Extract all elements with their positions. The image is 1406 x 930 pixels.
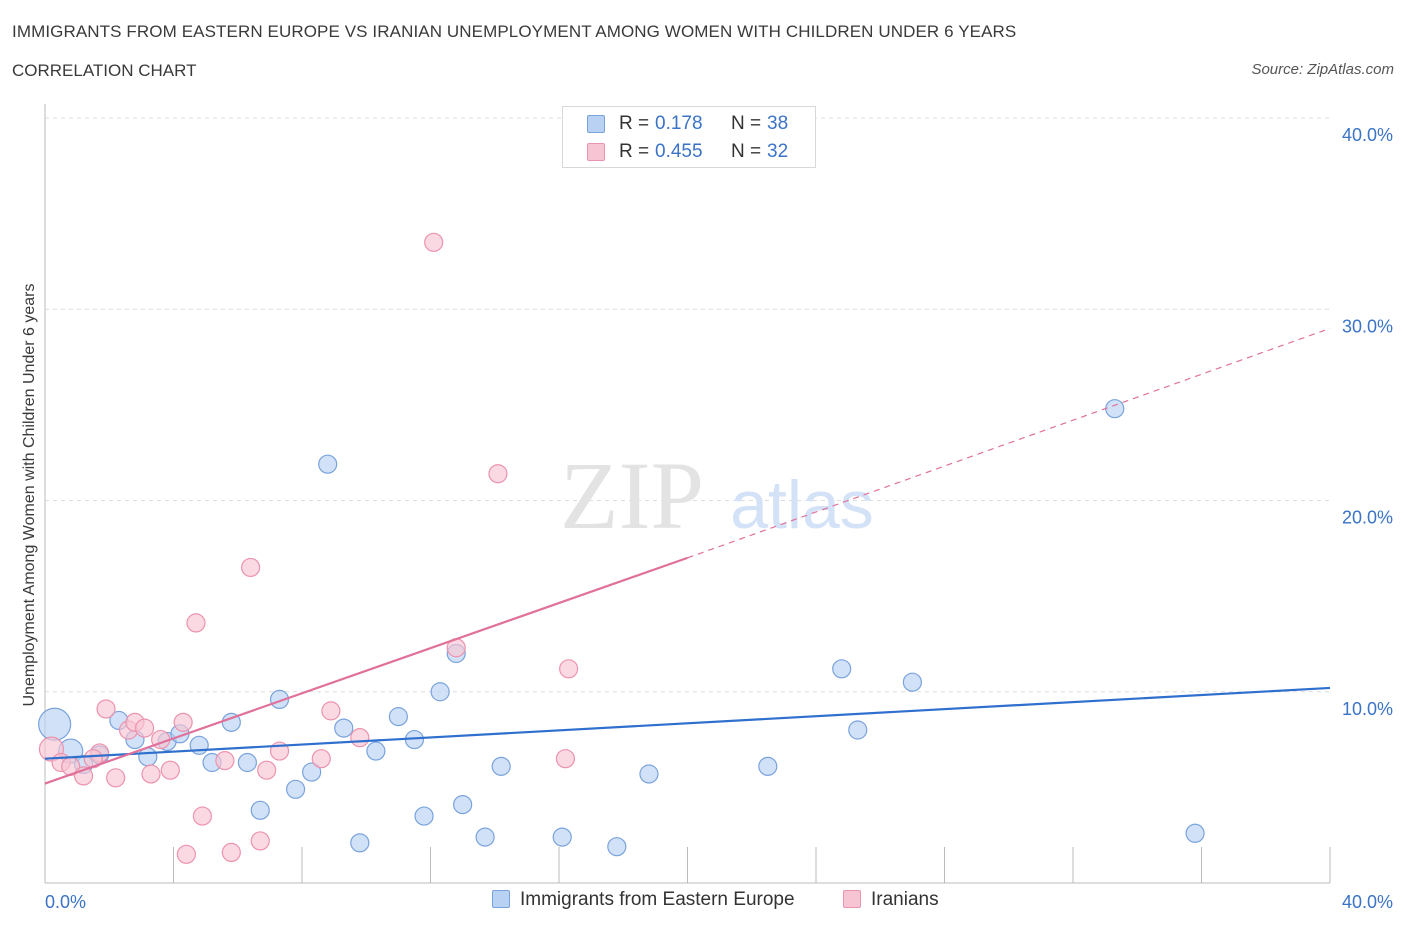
blue-point-19 <box>350 833 370 853</box>
blue-point-28 <box>491 756 511 776</box>
y-tick-label-2: 30.0% <box>1342 316 1393 336</box>
legend-swatch-pink <box>587 143 605 161</box>
legend-swatch-blue <box>587 115 605 133</box>
blue-point-23 <box>414 806 434 826</box>
pink-point-28 <box>488 464 508 484</box>
pink-point-15 <box>192 806 213 826</box>
pink-point-14 <box>186 613 206 633</box>
legend-label: Immigrants from Eastern Europe <box>520 889 795 910</box>
pink-point-10 <box>141 764 161 784</box>
legend-swatch-blue <box>492 890 510 908</box>
blue-point-24 <box>430 682 450 702</box>
chart-title: IMMIGRANTS FROM EASTERN EUROPE VS IRANIA… <box>12 22 1017 41</box>
y-tick-label-3: 40.0% <box>1342 125 1393 145</box>
watermark: ZIP atlas <box>560 442 874 549</box>
pink-point-13 <box>173 712 193 732</box>
blue-point-15 <box>285 779 306 799</box>
blue-point-0 <box>38 707 72 741</box>
grid-lines <box>45 117 1330 693</box>
watermark-zip: ZIP <box>560 442 704 549</box>
blue-point-13 <box>250 800 270 820</box>
x-tick-label-max: 40.0% <box>1342 892 1393 912</box>
pink-point-21 <box>257 760 277 780</box>
source-credit: Source: ZipAtlas.com <box>1251 61 1394 78</box>
y-tick-label-0: 10.0% <box>1342 699 1393 719</box>
blue-point-33 <box>832 659 852 679</box>
trend-line-iranians <box>44 556 688 785</box>
stats-row-eastern-europe: R = 0.178 N = 38 <box>563 111 815 137</box>
blue-point-12 <box>237 752 257 773</box>
y-tick-label-1: 20.0% <box>1342 508 1393 528</box>
trend-line-eastern-europe <box>44 686 1331 760</box>
watermark-atlas: atlas <box>730 467 874 543</box>
trend-lines <box>44 327 1331 785</box>
series-iranians-points <box>38 232 579 864</box>
r-value: 0.178 <box>655 113 703 134</box>
blue-point-36 <box>1105 399 1125 419</box>
n-label: N = <box>731 113 762 134</box>
legend-item-eastern-europe[interactable]: Immigrants from Eastern Europe <box>492 889 795 911</box>
chart-subtitle: CORRELATION CHART <box>12 61 197 80</box>
r-label: R = <box>619 113 650 134</box>
blue-point-20 <box>366 741 386 761</box>
blue-point-37 <box>1185 823 1205 843</box>
tick-labels: 10.0% 20.0% 30.0% 40.0% 0.0% 40.0% <box>45 125 1393 912</box>
pink-point-5 <box>106 768 126 788</box>
blue-point-21 <box>388 707 408 727</box>
legend-swatch-pink <box>843 890 861 908</box>
pink-point-23 <box>311 749 331 769</box>
r-label: R = <box>619 141 650 162</box>
blue-point-18 <box>334 718 354 738</box>
blue-point-30 <box>607 837 627 857</box>
pink-point-16 <box>176 844 196 864</box>
n-value: 32 <box>767 141 789 162</box>
blue-point-17 <box>318 454 338 474</box>
blue-point-35 <box>902 672 922 692</box>
pink-point-29 <box>555 749 576 769</box>
legend-item-iranians[interactable]: Iranians <box>843 889 939 911</box>
y-axis-label: Unemployment Among Women with Children U… <box>21 283 38 707</box>
series-legend: Immigrants from Eastern Europe Iranians <box>0 889 1406 915</box>
pink-point-6 <box>96 699 116 719</box>
stats-row-iranians: R = 0.455 N = 32 <box>563 139 815 165</box>
pink-point-26 <box>424 232 444 252</box>
pink-point-20 <box>250 831 270 851</box>
blue-point-16 <box>302 762 322 782</box>
trend-line-iranians-extension <box>687 327 1331 559</box>
r-value: 0.455 <box>655 141 703 162</box>
pink-point-19 <box>241 557 261 578</box>
blue-point-26 <box>453 794 473 815</box>
pink-point-18 <box>221 842 241 863</box>
blue-point-32 <box>758 756 778 776</box>
pink-point-12 <box>160 760 180 780</box>
blue-point-27 <box>475 827 495 847</box>
stats-legend: R = 0.178 N = 38 R = 0.455 N = 32 <box>562 106 816 168</box>
pink-point-30 <box>559 659 579 679</box>
n-value: 38 <box>767 113 789 134</box>
legend-label: Iranians <box>871 889 939 910</box>
pink-point-24 <box>321 701 341 721</box>
x-tick-label-min: 0.0% <box>45 892 86 912</box>
pink-point-17 <box>215 750 235 771</box>
blue-point-29 <box>552 827 572 847</box>
n-label: N = <box>731 141 762 162</box>
blue-point-34 <box>848 720 868 740</box>
pink-point-9 <box>134 718 155 738</box>
pink-point-25 <box>350 728 370 748</box>
blue-point-31 <box>639 764 659 784</box>
